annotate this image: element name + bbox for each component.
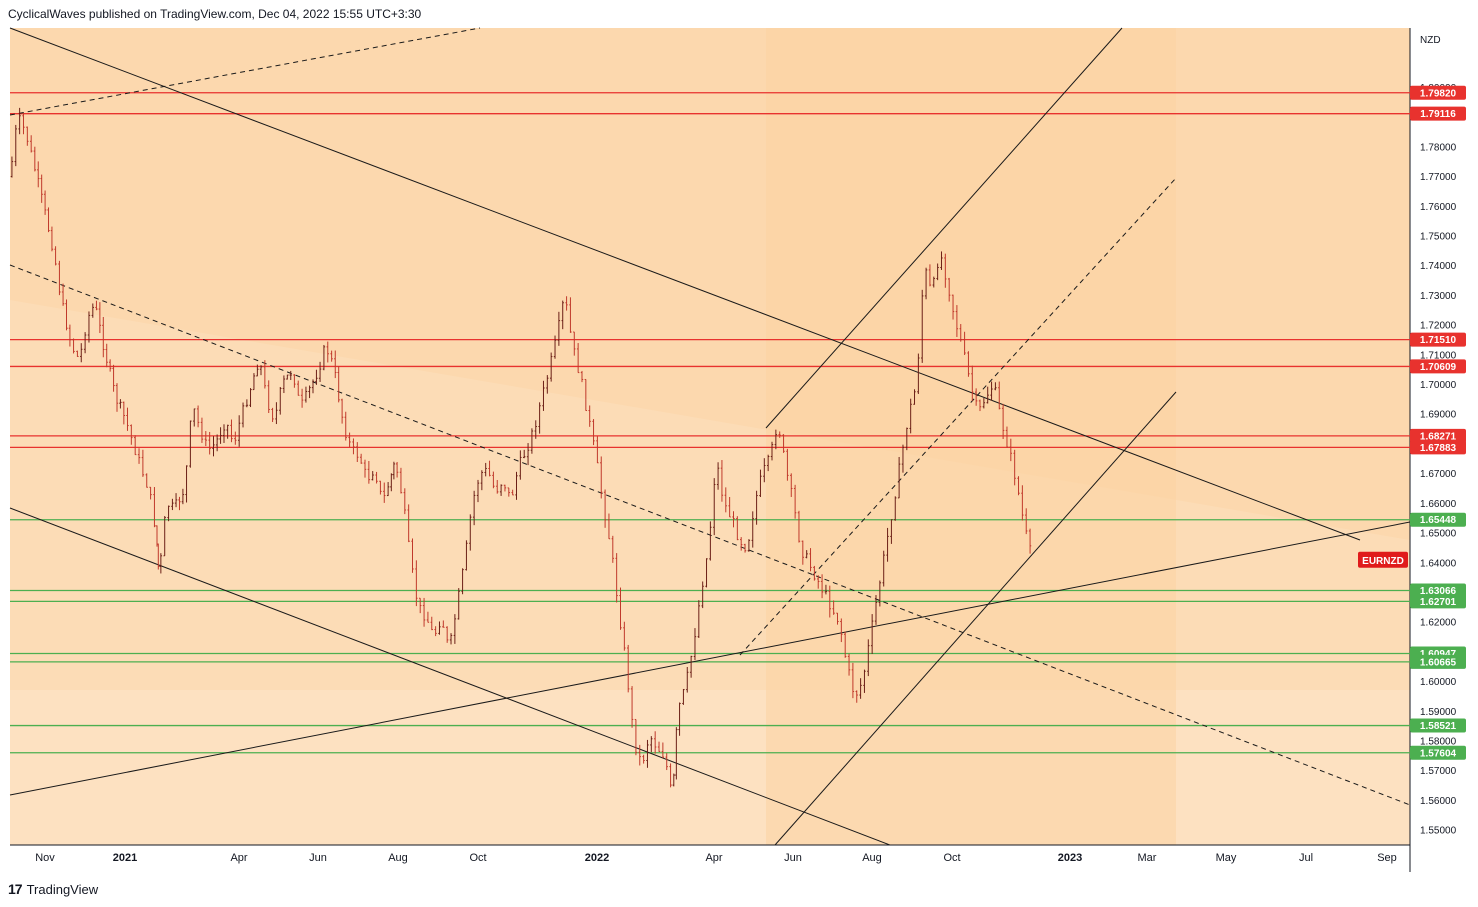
trendline-5 (765, 27, 1123, 429)
time-tick: 2022 (585, 852, 609, 864)
resistance-price-label: 1.68271 (1420, 431, 1457, 442)
resistance-price-label: 1.79116 (1420, 109, 1456, 120)
time-axis: Nov 2021 Apr Jun Aug Oct 2022 Apr Jun Aug Oct 2023 M… (35, 852, 1397, 864)
support-price-label: 1.60947 (1420, 649, 1457, 660)
trendline-1 (9, 507, 891, 846)
price-tick: 1.70000 (1420, 380, 1457, 391)
time-tick: Oct (469, 852, 486, 864)
support-price-label: 1.65448 (1420, 515, 1457, 526)
price-tick: 1.72000 (1420, 321, 1457, 332)
time-tick: 2021 (113, 852, 137, 864)
resistance-price-badge (1410, 359, 1466, 374)
resistance-price-label: 1.67883 (1420, 443, 1457, 454)
symbol-badge (1358, 551, 1408, 568)
support-price-badge (1410, 745, 1466, 760)
time-tick: Aug (862, 852, 882, 864)
support-price-label: 1.57604 (1420, 748, 1457, 759)
price-tick: 1.55000 (1420, 826, 1457, 837)
footer-brand[interactable]: 17 TradingView (8, 881, 98, 897)
resistance-price-label: 1.71510 (1420, 335, 1457, 346)
price-tick: 1.73000 (1420, 291, 1457, 302)
resistance-price-label: 1.70609 (1420, 362, 1457, 373)
price-tick: 1.78000 (1420, 142, 1457, 153)
price-tick: 1.56000 (1420, 796, 1457, 807)
price-tick: 1.62000 (1420, 618, 1457, 629)
time-tick: Jun (784, 852, 802, 864)
support-price-label: 1.63066 (1420, 586, 1457, 597)
trendline-6 (774, 391, 1177, 846)
time-tick: Jul (1299, 852, 1313, 864)
price-tick: 1.59000 (1420, 707, 1457, 718)
price-tick: 1.64000 (1420, 558, 1457, 569)
chart-header: CyclicalWaves published on TradingView.c… (8, 7, 422, 21)
resistance-price-badge (1410, 440, 1466, 455)
price-tick: 1.75000 (1420, 231, 1457, 242)
lower-shade (10, 690, 1410, 845)
time-tick: Sep (1377, 852, 1397, 864)
level-lines (10, 92, 1410, 754)
support-price-label: 1.62701 (1420, 597, 1457, 608)
time-tick: May (1216, 852, 1237, 864)
trendline-0 (9, 27, 1361, 541)
symbol-label: EURNZD (1362, 556, 1404, 567)
chart-background (10, 28, 1478, 872)
tradingview-logo-icon: 17 (8, 881, 23, 897)
currency-label: NZD (1420, 35, 1441, 46)
support-price-label: 1.58521 (1420, 721, 1457, 732)
time-axis-bg (10, 845, 1410, 872)
price-tick: 1.60000 (1420, 677, 1457, 688)
price-tick: 1.74000 (1420, 261, 1457, 272)
price-tick: 1.58000 (1420, 737, 1457, 748)
price-tick: 1.69000 (1420, 410, 1457, 421)
candles (10, 107, 1032, 788)
support-price-badge (1410, 512, 1466, 527)
price-tick: 1.57000 (1420, 766, 1457, 777)
time-tick: Jun (309, 852, 327, 864)
support-price-badge (1410, 583, 1466, 598)
tradingview-brand: TradingView (26, 881, 99, 897)
trendline-2 (9, 521, 1411, 796)
resistance-price-badge (1410, 106, 1466, 121)
level-labels: 1.79820 1.79116 1.71510 1.70609 1.682711.678… (1410, 85, 1466, 760)
resistance-price-badge (1410, 85, 1466, 100)
price-tick: 1.66000 (1420, 499, 1457, 510)
trendline-4 (9, 27, 481, 116)
price-tick: 1.67000 (1420, 469, 1457, 480)
support-price-label: 1.60665 (1420, 657, 1457, 668)
price-tick: 1.65000 (1420, 529, 1457, 540)
support-price-badge (1410, 594, 1466, 609)
time-tick: 2023 (1058, 852, 1082, 864)
price-tick: 1.71000 (1420, 350, 1457, 361)
resistance-price-badge (1410, 428, 1466, 443)
time-tick: Apr (230, 852, 247, 864)
resistance-price-label: 1.79820 (1420, 88, 1457, 99)
time-tick: Nov (35, 852, 55, 864)
price-tick: 1.77000 (1420, 172, 1457, 183)
price-tick: 1.76000 (1420, 202, 1457, 213)
time-tick: Oct (943, 852, 960, 864)
time-tick: Apr (705, 852, 722, 864)
time-tick: Mar (1138, 852, 1157, 864)
time-tick: Aug (388, 852, 408, 864)
support-price-badge (1410, 654, 1466, 669)
support-price-badge (1410, 718, 1466, 733)
resistance-price-badge (1410, 332, 1466, 347)
